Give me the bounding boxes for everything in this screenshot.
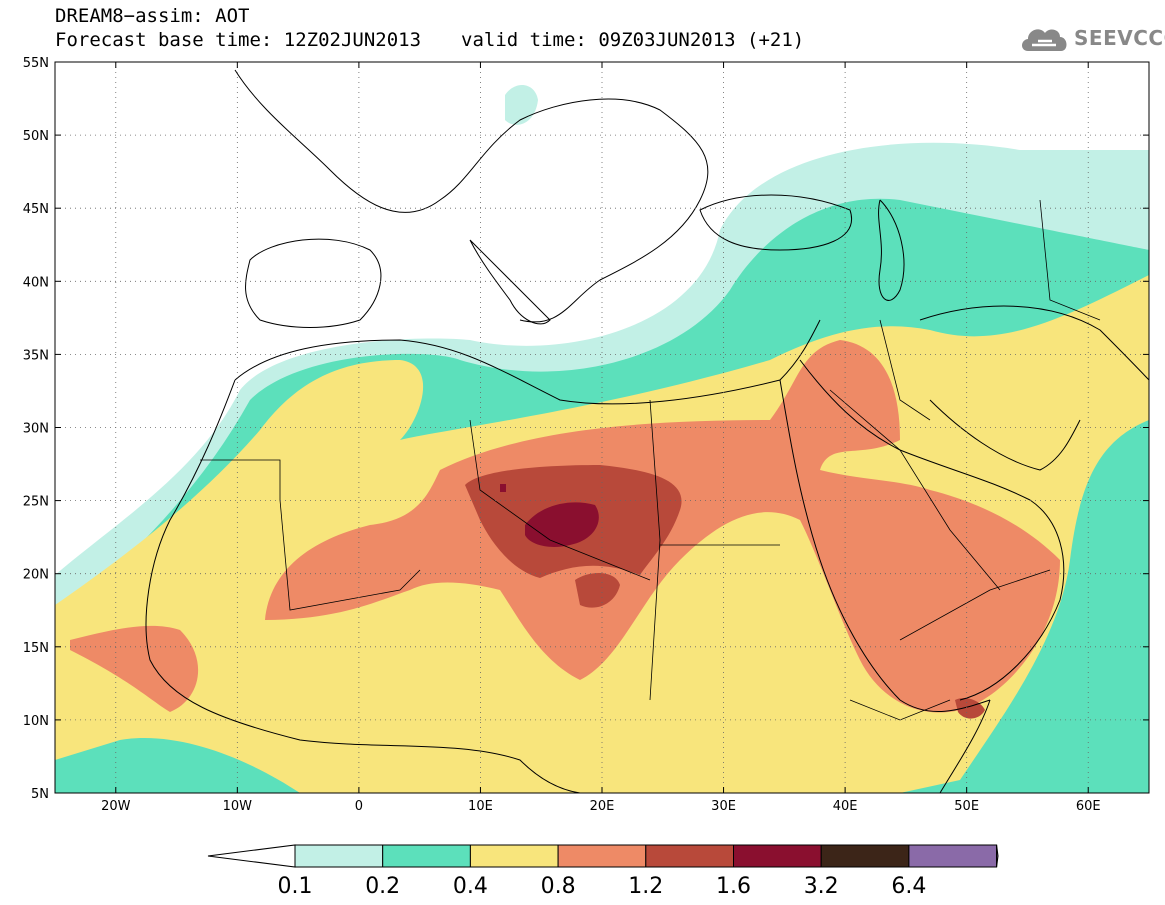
colorbar-label: 0.2	[365, 874, 400, 899]
coastline-iberia	[245, 238, 382, 328]
colorbar-segment	[733, 844, 822, 868]
aot-fields	[55, 84, 1149, 793]
colorbar-label: 0.1	[278, 874, 313, 899]
aot-contour-0.8-west	[70, 625, 199, 712]
coastline-west-africa	[145, 379, 581, 793]
lat-tick-label: 40N	[23, 275, 49, 290]
lat-tick-label: 20N	[23, 568, 49, 583]
title-block: DREAM8−assim: AOT Forecast base time: 12…	[55, 4, 804, 52]
lon-tick-label: 20W	[101, 799, 131, 814]
colorbar-label: 6.4	[891, 874, 926, 899]
lat-tick-label: 35N	[23, 348, 49, 363]
lat-tick-label: 45N	[23, 202, 49, 217]
colorbar-segment	[294, 844, 384, 868]
lon-tick-label: 20E	[590, 799, 615, 814]
colorbar-label: 0.4	[453, 874, 488, 899]
lon-tick-label: 0	[355, 799, 363, 814]
cloud-icon	[1022, 29, 1067, 51]
coastline-black-sea	[699, 194, 853, 251]
lon-tick-label: 10W	[223, 799, 253, 814]
coastlines	[145, 69, 1149, 793]
colorbar-segment	[382, 844, 471, 868]
aot-contour-1.2-horn	[955, 698, 985, 719]
lat-tick-label: 25N	[23, 495, 49, 510]
coastline-iran	[919, 305, 1149, 381]
aot-contour-1.6-spot	[500, 484, 506, 492]
border-kazakh	[1039, 199, 1101, 321]
lat-tick-label: 5N	[31, 787, 49, 802]
colorbar-label: 3.2	[804, 874, 839, 899]
border-yemen	[899, 569, 1051, 641]
coastline-caspian	[878, 199, 905, 301]
colorbar-label: 1.2	[628, 874, 663, 899]
colorbar-over-triangle	[996, 844, 999, 868]
coastline-arabia	[799, 359, 1065, 701]
aot-contour-0.1-north	[505, 84, 538, 125]
logo-text: SEEVCCC	[1074, 26, 1165, 50]
tick-marks	[55, 61, 1149, 794]
coastline-italy	[469, 239, 551, 325]
colorbar-label: 0.8	[541, 874, 576, 899]
border-sahara-2	[469, 419, 651, 581]
lat-tick-label: 10N	[23, 714, 49, 729]
colorbar-segment	[645, 844, 734, 868]
lon-tick-labels: 20W 10W 0 10E 20E 30E 40E 50E 60E	[101, 799, 1101, 814]
forecast-base-time: Forecast base time: 12Z02JUN2013	[55, 29, 422, 51]
coastline-red-sea-west	[779, 379, 991, 713]
graticule	[55, 61, 1149, 794]
lon-tick-label: 60E	[1076, 799, 1101, 814]
title-line-2: Forecast base time: 12Z02JUN2013 valid ti…	[55, 28, 804, 52]
coastline-north-africa	[234, 319, 821, 405]
product-title: DREAM8−assim: AOT	[55, 5, 250, 27]
border-sahara-3	[649, 399, 661, 701]
lat-tick-label: 15N	[23, 641, 49, 656]
border-saudi	[829, 389, 1001, 591]
colorbar-under-triangle	[207, 844, 296, 868]
colorbar: 0.1 0.2 0.4 0.8 1.2 1.6 3.2 6.4	[207, 844, 999, 899]
border-iran-iraq	[879, 319, 931, 421]
coastline-horn	[939, 699, 991, 793]
lat-tick-label: 50N	[23, 129, 49, 144]
title-line-1: DREAM8−assim: AOT	[55, 4, 804, 28]
colorbar-segment	[557, 844, 647, 868]
coastline-europe	[234, 69, 709, 323]
border-mali	[200, 459, 281, 500]
colorbar-segment	[820, 844, 910, 868]
lat-tick-label: 30N	[23, 422, 49, 437]
seevccc-logo: SEEVCCC	[1018, 20, 1165, 56]
border-sahara-1	[279, 499, 421, 611]
lat-tick-labels: 55N 50N 45N 40N 35N 30N 25N 20N 15N 10N 5N	[23, 56, 49, 802]
lon-tick-label: 40E	[833, 799, 858, 814]
valid-time: valid time: 09Z03JUN2013 (+21)	[461, 29, 805, 51]
lon-tick-label: 10E	[468, 799, 493, 814]
coastline-persian-gulf	[929, 399, 1081, 471]
lon-tick-label: 30E	[711, 799, 736, 814]
colorbar-label: 1.6	[716, 874, 751, 899]
colorbar-segment	[908, 844, 998, 868]
lat-tick-label: 55N	[23, 56, 49, 71]
colorbar-segment	[469, 844, 559, 868]
aot-contour-1.2-south	[575, 573, 620, 608]
lon-tick-label: 50E	[954, 799, 979, 814]
